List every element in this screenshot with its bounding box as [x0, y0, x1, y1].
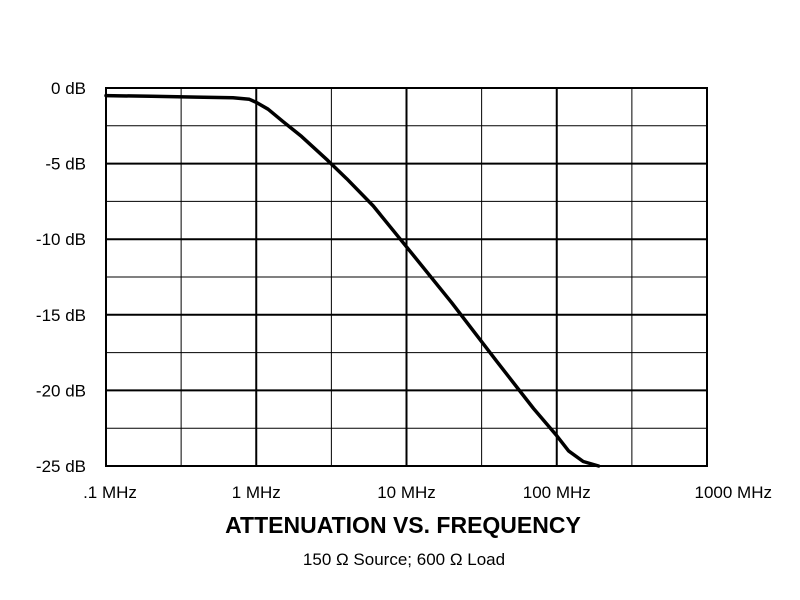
x-tick-label: 1000 MHz — [695, 483, 772, 502]
y-tick-label: 0 dB — [51, 79, 86, 98]
series-layer — [104, 93, 601, 468]
chart-title: ATTENUATION VS. FREQUENCY — [225, 512, 581, 538]
y-tick-labels: 0 dB -5 dB -10 dB -15 dB -20 dB -25 dB — [36, 79, 86, 476]
x-tick-label: 10 MHz — [377, 483, 436, 502]
y-tick-label: -25 dB — [36, 457, 86, 476]
grid — [106, 88, 707, 466]
y-tick-label: -5 dB — [45, 155, 86, 174]
y-tick-label: -20 dB — [36, 381, 86, 400]
x-tick-labels: .1 MHz 1 MHz 10 MHz 100 MHz 1000 MHz — [83, 483, 772, 502]
x-tick-label: .1 MHz — [83, 483, 137, 502]
series-line-0 — [104, 93, 601, 468]
chart-subtitle: 150 Ω Source; 600 Ω Load — [303, 550, 505, 569]
x-tick-label: 100 MHz — [523, 483, 591, 502]
y-tick-label: -10 dB — [36, 230, 86, 249]
x-tick-label: 1 MHz — [232, 483, 281, 502]
plot-frame — [105, 87, 708, 467]
y-tick-label: -15 dB — [36, 306, 86, 325]
